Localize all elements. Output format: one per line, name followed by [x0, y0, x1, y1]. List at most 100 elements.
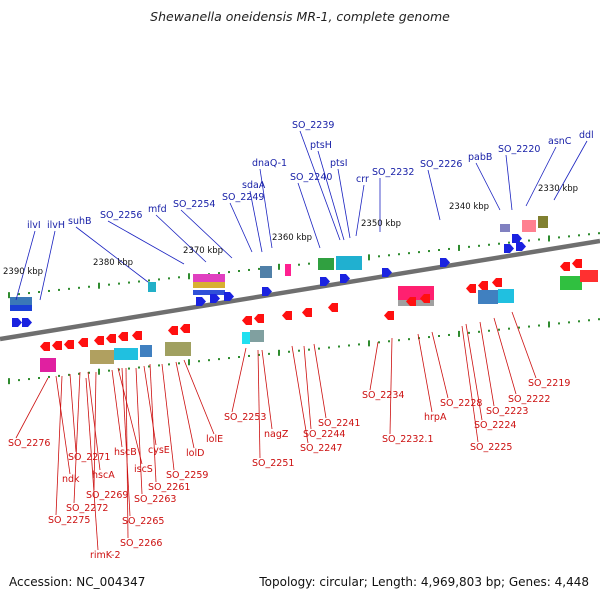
- feature-block: [90, 350, 114, 364]
- scale-dot: [168, 363, 170, 366]
- gene-arrow-reverse: [106, 334, 116, 343]
- scale-dot: [288, 350, 290, 353]
- scale-dot: [108, 369, 110, 372]
- scale-dot: [78, 286, 80, 289]
- scale-dot: [508, 241, 510, 244]
- scale-dot: [518, 326, 520, 329]
- leader-line: [93, 371, 97, 491]
- forward-gene-label: sdaA: [242, 180, 266, 191]
- genome-backbone: [0, 238, 600, 342]
- reverse-gene-label: iscS: [134, 464, 153, 475]
- forward-gene-label: asnC: [548, 136, 572, 147]
- scale-dot: [48, 289, 50, 292]
- scale-dot: [428, 250, 430, 253]
- gene-arrow-reverse: [420, 294, 430, 303]
- leader-line: [39, 230, 56, 301]
- reverse-gene-label: hscA: [92, 470, 115, 481]
- leader-line: [117, 367, 143, 465]
- scale-ticks: 2390 kbp 2380 kbp 2370 kbp 2360 kbp 2350 kbp…: [3, 184, 578, 277]
- forward-gene-label: SO_2254: [173, 199, 215, 210]
- gene-arrow-reverse: [94, 336, 104, 345]
- scale-dot: [538, 324, 540, 327]
- scale-dot: [318, 347, 320, 350]
- scale-dot: [298, 349, 300, 352]
- scale-dot: [578, 234, 580, 237]
- leader-line: [55, 375, 71, 475]
- scale-dot: [118, 368, 120, 371]
- leader-line: [87, 371, 101, 471]
- leader-line: [291, 345, 309, 444]
- forward-gene-label: SO_2240: [290, 172, 332, 183]
- scale-dot: [88, 285, 90, 288]
- leader-line: [493, 317, 517, 395]
- scale-dot: [598, 232, 600, 235]
- gene-arrow-reverse: [466, 284, 476, 293]
- scale-dot: [108, 283, 110, 286]
- reverse-gene-label: hscB: [114, 447, 137, 458]
- reverse-gene-label: SO_2247: [300, 443, 342, 454]
- scale-tick-label: 2390 kbp: [3, 267, 43, 277]
- leader-line: [231, 347, 247, 413]
- reverse-gene-label: SO_2271: [68, 452, 110, 463]
- scale-dot: [468, 245, 470, 248]
- scale-dot: [418, 251, 420, 254]
- leader-line: [303, 345, 312, 430]
- scale-dot: [388, 340, 390, 343]
- leader-line: [465, 323, 483, 421]
- leader-line: [55, 375, 63, 516]
- leader-line: [180, 209, 233, 259]
- scale-dot: [438, 249, 440, 252]
- leader-line: [183, 359, 215, 435]
- gene-arrow-reverse: [78, 338, 88, 347]
- forward-gene-label: dnaQ-1: [252, 158, 287, 169]
- scale-dot: [338, 345, 340, 348]
- feature-block: [478, 290, 498, 304]
- gene-arrow-forward: [516, 242, 526, 251]
- scale-dot: [168, 277, 170, 280]
- scale-dot: [508, 327, 510, 330]
- gene-arrow-reverse: [118, 332, 128, 341]
- reverse-gene-label: SO_2263: [134, 494, 176, 505]
- scale-dot: [228, 357, 230, 360]
- leader-line: [69, 373, 77, 453]
- leader-line: [249, 190, 263, 253]
- reverse-gene-label: SO_2251: [252, 458, 294, 469]
- scale-dot: [8, 378, 10, 385]
- feature-block: [165, 342, 191, 356]
- genome-summary: Topology: circular; Length: 4,969,803 bp…: [259, 575, 589, 589]
- scale-dot: [38, 377, 40, 380]
- reverse-gene-label: ndk: [62, 474, 80, 485]
- leader-line: [505, 154, 513, 211]
- forward-gene-label: SO_2232: [372, 167, 414, 178]
- scale-tick-label: 2330 kbp: [538, 184, 578, 194]
- feature-block: [140, 345, 152, 357]
- gene-arrow-reverse: [168, 326, 178, 335]
- scale-dot: [448, 333, 450, 336]
- scale-dot: [588, 319, 590, 322]
- leader-line: [161, 363, 175, 471]
- gene-arrow-forward: [196, 297, 206, 306]
- scale-dot: [148, 365, 150, 368]
- leader-line: [257, 349, 261, 459]
- scale-dot: [578, 320, 580, 323]
- scale-dot: [248, 268, 250, 271]
- forward-gene-label: SO_2220: [498, 144, 540, 155]
- reverse-gene-label: SO_2266: [120, 538, 162, 549]
- scale-dot: [388, 254, 390, 257]
- scale-tick-label: 2380 kbp: [93, 258, 133, 268]
- reverse-gene-label: lolD: [186, 448, 204, 459]
- scale-dot: [68, 287, 70, 290]
- gene-arrow-forward: [440, 258, 450, 267]
- leader-line: [511, 311, 537, 379]
- scale-dot: [308, 262, 310, 265]
- forward-gene-label: SO_2226: [420, 159, 462, 170]
- reverse-gene-label: SO_2232.1: [382, 434, 434, 445]
- reverse-gene-label: SO_2261: [148, 482, 190, 493]
- scale-dot: [278, 349, 280, 356]
- reverse-gene-label: SO_2276: [8, 438, 50, 449]
- scale-dot: [328, 346, 330, 349]
- feature-block: [193, 290, 225, 295]
- leader-line: [229, 202, 253, 253]
